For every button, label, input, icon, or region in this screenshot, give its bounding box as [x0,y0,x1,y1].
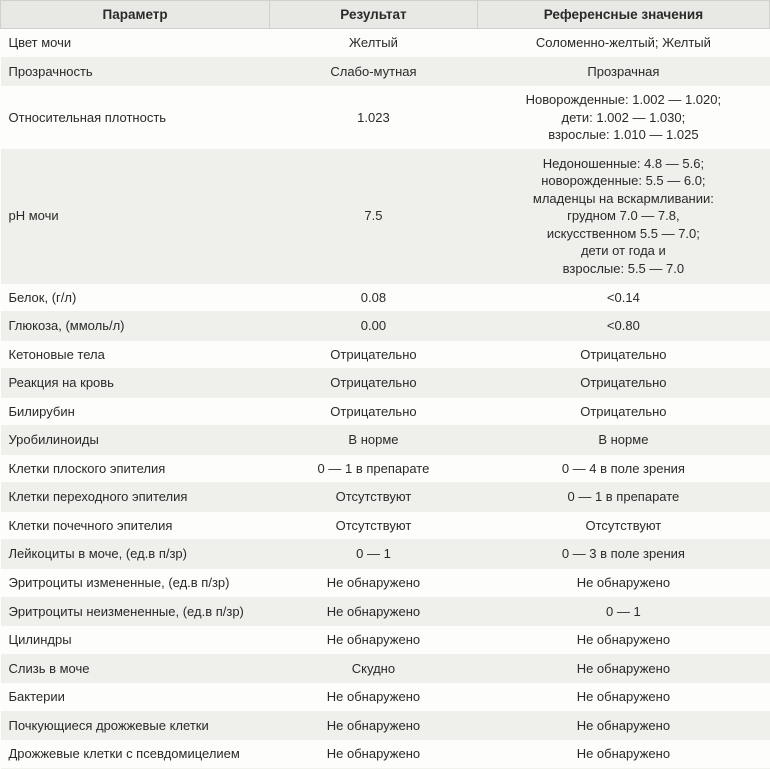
table-row: УробилиноидыВ нормеВ норме [1,426,770,455]
cell-reference: В норме [477,426,769,455]
cell-param: Глюкоза, (ммоль/л) [1,312,270,341]
cell-result: Скудно [270,654,478,683]
cell-result: 0 — 1 в препарате [270,454,478,483]
cell-param: Бактерии [1,683,270,712]
table-row: Дрожжевые клетки с псевдомицелиемНе обна… [1,740,770,769]
table-row: Клетки плоского эпителия0 — 1 в препарат… [1,454,770,483]
col-header-param: Параметр [1,1,270,29]
cell-result: 1.023 [270,86,478,150]
table-row: Лейкоциты в моче, (ед.в п/зр)0 — 10 — 3 … [1,540,770,569]
table-row: Глюкоза, (ммоль/л)0.00<0.80 [1,312,770,341]
cell-param: Цвет мочи [1,29,270,58]
cell-reference: Не обнаружено [477,654,769,683]
cell-reference: 0 — 1 в препарате [477,483,769,512]
cell-reference: Прозрачная [477,57,769,86]
cell-reference: 0 — 1 [477,597,769,626]
cell-result: Желтый [270,29,478,58]
cell-reference: Отсутствуют [477,511,769,540]
table-row: Эритроциты неизмененные, (ед.в п/зр)Не о… [1,597,770,626]
cell-result: Не обнаружено [270,597,478,626]
table-row: ПрозрачностьСлабо-мутнаяПрозрачная [1,57,770,86]
cell-param: Клетки почечного эпителия [1,511,270,540]
cell-result: Отрицательно [270,369,478,398]
table-row: Кетоновые телаОтрицательноОтрицательно [1,340,770,369]
table-row: Слизь в мочеСкудноНе обнаружено [1,654,770,683]
cell-param: Реакция на кровь [1,369,270,398]
cell-param: Почкующиеся дрожжевые клетки [1,711,270,740]
cell-param: Уробилиноиды [1,426,270,455]
cell-reference: Соломенно-желтый; Желтый [477,29,769,58]
cell-result: Слабо-мутная [270,57,478,86]
cell-reference: Отрицательно [477,340,769,369]
cell-result: 0 — 1 [270,540,478,569]
cell-param: Кетоновые тела [1,340,270,369]
table-row: Относительная плотность1.023Новорожденны… [1,86,770,150]
cell-param: Относительная плотность [1,86,270,150]
table-row: Белок, (г/л)0.08<0.14 [1,283,770,312]
table-header: Параметр Результат Референсные значения [1,1,770,29]
table-row: ЦилиндрыНе обнаруженоНе обнаружено [1,626,770,655]
cell-reference: Не обнаружено [477,740,769,769]
cell-result: Не обнаружено [270,569,478,598]
cell-param: Эритроциты неизмененные, (ед.в п/зр) [1,597,270,626]
cell-result: Не обнаружено [270,740,478,769]
cell-param: Билирубин [1,397,270,426]
cell-result: 0.08 [270,283,478,312]
cell-reference: Не обнаружено [477,683,769,712]
table-row: Реакция на кровьОтрицательноОтрицательно [1,369,770,398]
cell-reference: Не обнаружено [477,711,769,740]
cell-result: Не обнаружено [270,683,478,712]
cell-param: Эритроциты измененные, (ед.в п/зр) [1,569,270,598]
cell-param: Клетки переходного эпителия [1,483,270,512]
cell-reference: Не обнаружено [477,626,769,655]
cell-result: Не обнаружено [270,626,478,655]
cell-reference: Новорожденные: 1.002 — 1.020; дети: 1.00… [477,86,769,150]
cell-reference: 0 — 4 в поле зрения [477,454,769,483]
table-body: Цвет мочиЖелтыйСоломенно-желтый; ЖелтыйП… [1,29,770,769]
cell-result: Отрицательно [270,397,478,426]
cell-param: Дрожжевые клетки с псевдомицелием [1,740,270,769]
cell-param: Лейкоциты в моче, (ед.в п/зр) [1,540,270,569]
table-row: Эритроциты измененные, (ед.в п/зр)Не обн… [1,569,770,598]
table-row: Клетки переходного эпителияОтсутствуют0 … [1,483,770,512]
cell-result: В норме [270,426,478,455]
cell-result: Отсутствуют [270,511,478,540]
cell-result: Отрицательно [270,340,478,369]
cell-reference: Не обнаружено [477,569,769,598]
cell-param: pH мочи [1,149,270,283]
cell-reference: <0.14 [477,283,769,312]
cell-param: Цилиндры [1,626,270,655]
cell-result: 7.5 [270,149,478,283]
table-row: Клетки почечного эпителияОтсутствуютОтсу… [1,511,770,540]
cell-reference: <0.80 [477,312,769,341]
cell-result: 0.00 [270,312,478,341]
cell-param: Прозрачность [1,57,270,86]
cell-reference: Отрицательно [477,369,769,398]
table-row: Цвет мочиЖелтыйСоломенно-желтый; Желтый [1,29,770,58]
cell-param: Слизь в моче [1,654,270,683]
cell-result: Не обнаружено [270,711,478,740]
cell-reference: 0 — 3 в поле зрения [477,540,769,569]
cell-reference: Недоношенные: 4.8 — 5.6; новорожденные: … [477,149,769,283]
lab-results-table: Параметр Результат Референсные значения … [0,0,770,769]
cell-result: Отсутствуют [270,483,478,512]
col-header-result: Результат [270,1,478,29]
table-row: БактерииНе обнаруженоНе обнаружено [1,683,770,712]
table-row: Почкующиеся дрожжевые клеткиНе обнаружен… [1,711,770,740]
table-row: pH мочи7.5Недоношенные: 4.8 — 5.6; новор… [1,149,770,283]
col-header-ref: Референсные значения [477,1,769,29]
cell-param: Белок, (г/л) [1,283,270,312]
cell-param: Клетки плоского эпителия [1,454,270,483]
table-row: БилирубинОтрицательноОтрицательно [1,397,770,426]
cell-reference: Отрицательно [477,397,769,426]
